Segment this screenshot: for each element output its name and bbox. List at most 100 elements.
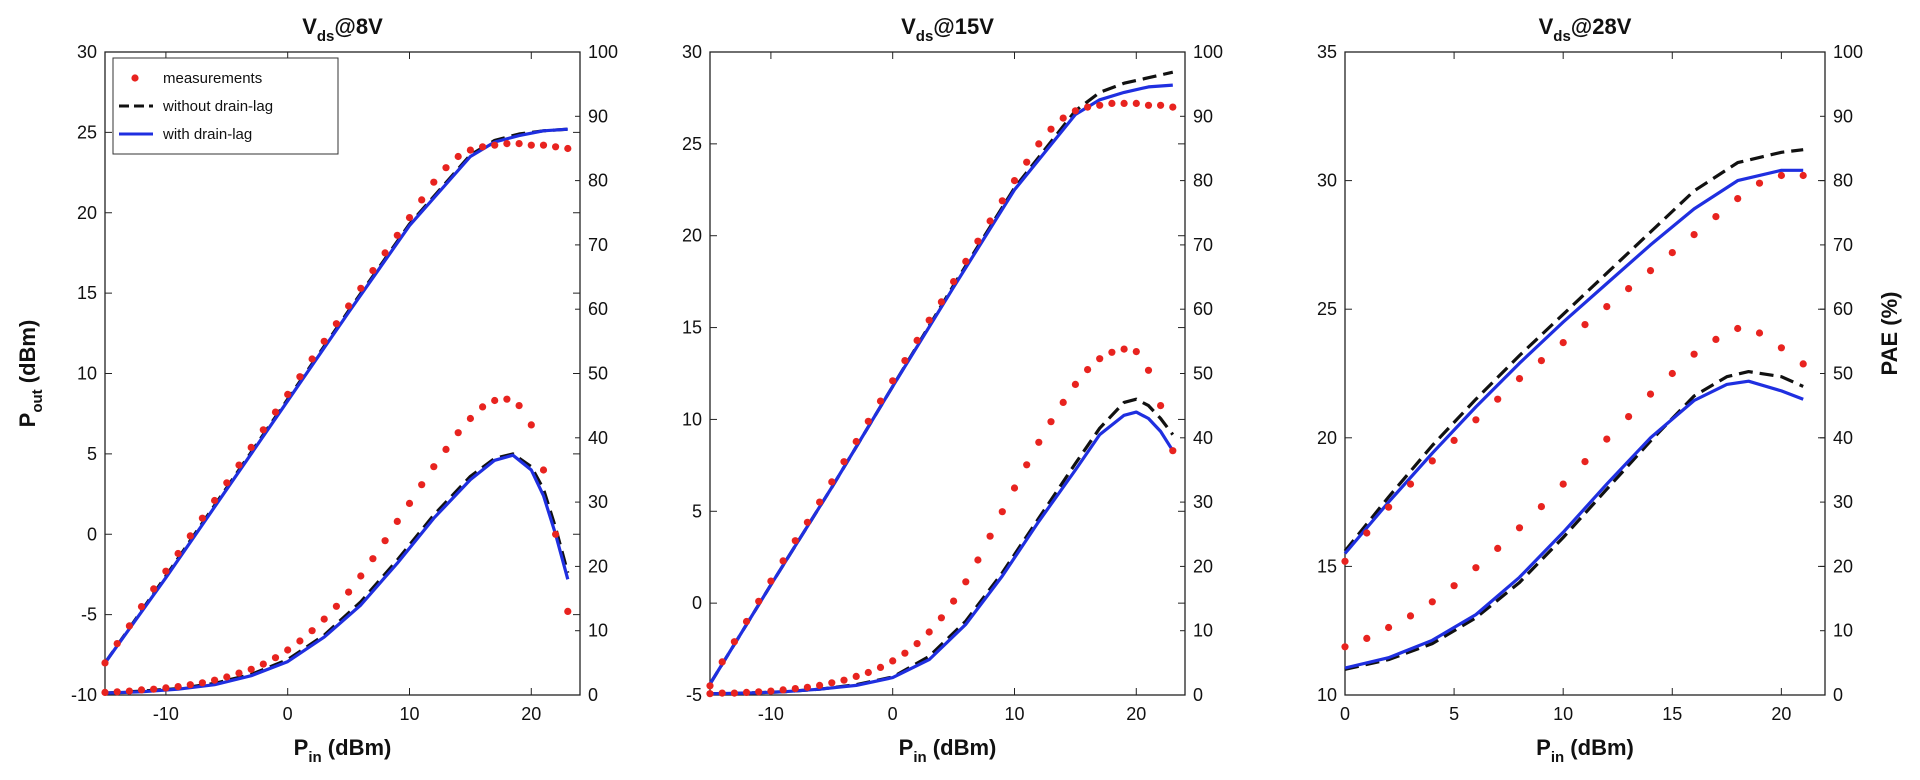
pae-measurement-point <box>1096 355 1104 363</box>
pout-measurement-point <box>1777 171 1785 180</box>
y-tick-label: -5 <box>686 685 702 705</box>
pae-measurement-point <box>223 673 231 681</box>
pae-measurement-point <box>742 688 751 697</box>
pout-measurement-point <box>1059 114 1067 122</box>
y2-tick-label: 0 <box>1193 685 1203 705</box>
pout-measurement-point <box>840 458 848 466</box>
pae-measurement-point <box>1059 398 1067 406</box>
x-axis-label-sub: in <box>913 749 926 766</box>
pae-measurement-point <box>137 686 146 694</box>
y2-tick-label: 80 <box>1193 171 1213 191</box>
pout-measurement-point <box>393 231 401 239</box>
pae-measurement-point <box>755 688 763 696</box>
y-axis-label-main: P <box>15 413 40 428</box>
pout-with-drain-lag-line <box>103 127 568 664</box>
pout-measurement-point <box>162 567 170 575</box>
pout-measurement-point <box>1169 103 1177 111</box>
pae-measurement-point <box>466 414 474 423</box>
pout-measurement-point <box>369 267 377 275</box>
pout-measurement-point <box>889 377 897 385</box>
pout-without-drain-lag-line <box>103 127 568 664</box>
pout-measurement-point <box>1023 158 1031 166</box>
x-tick-label: 20 <box>1771 704 1791 724</box>
y2-tick-label: 10 <box>1193 621 1213 641</box>
pout-measurement-point <box>466 146 474 154</box>
pae-measurement-point <box>552 530 560 538</box>
x-tick-label: 10 <box>1553 704 1573 724</box>
pae-measurement-point <box>998 508 1006 516</box>
y-tick-label: 30 <box>77 42 97 62</box>
y-tick-label: 0 <box>87 524 97 544</box>
pae-measurement-point <box>852 672 860 681</box>
pout-measurement-point <box>515 140 523 148</box>
legend-label: with drain-lag <box>162 126 252 143</box>
pae-measurement-point <box>1755 329 1764 337</box>
x-axis-label-main: P <box>294 735 309 760</box>
pae-measurement-point <box>345 588 353 596</box>
pae-measurement-point <box>950 597 958 605</box>
pae-measurement-point <box>1559 480 1567 488</box>
pae-measurement-point <box>1472 564 1480 572</box>
legend-label: without drain-lag <box>162 98 273 115</box>
y-tick-label: 10 <box>77 364 97 384</box>
pae-measurement-point <box>454 429 462 437</box>
pae-measurement-point <box>1625 413 1633 421</box>
pout-measurement-point <box>1341 557 1349 565</box>
pae-measurement-point <box>1777 344 1785 352</box>
pout-measurement-point <box>1108 99 1116 107</box>
pae-measurement-point <box>730 689 739 697</box>
pout-measurement-point <box>1385 503 1393 511</box>
x-tick-label: 0 <box>283 704 293 724</box>
pout-measurement-point <box>1712 213 1720 221</box>
x-tick-label: -10 <box>758 704 784 724</box>
pae-measurement-point <box>405 499 414 507</box>
pae-without-drain-lag-line <box>1344 370 1804 671</box>
pae-measurement-point <box>1581 458 1589 466</box>
chart-title-main: V <box>302 14 317 39</box>
y2-tick-label: 30 <box>588 492 608 512</box>
y-tick-label: 0 <box>692 593 702 613</box>
pae-measurement-point <box>1071 380 1079 388</box>
pae-measurement-point <box>779 686 787 694</box>
pae-measurement-point <box>503 395 511 403</box>
pout-measurement-point <box>1157 101 1165 109</box>
pae-measurement-point <box>1169 447 1177 455</box>
pout-measurement-point <box>259 426 267 434</box>
chart-title: Vds@8V <box>302 14 383 45</box>
pae-measurement-point <box>1450 582 1458 590</box>
pout-measurement-point <box>1035 140 1043 148</box>
chart-title-sub: ds <box>1553 28 1571 45</box>
y-tick-label: 10 <box>1317 685 1337 705</box>
y-tick-label: 30 <box>1317 171 1337 191</box>
pout-measurement-point <box>730 638 739 646</box>
pae-measurement-point <box>125 687 133 695</box>
pout-measurement-point <box>308 355 316 363</box>
y-tick-label: 30 <box>682 42 702 62</box>
pae-with-drain-lag-line <box>1344 379 1804 670</box>
pae-measurement-point <box>284 646 292 654</box>
pout-measurement-point <box>491 141 499 149</box>
y-tick-label: 25 <box>1317 299 1337 319</box>
chart-title: Vds@15V <box>901 14 994 45</box>
y2-tick-label: 100 <box>1193 42 1223 62</box>
x-tick-label: 0 <box>1340 704 1350 724</box>
pout-measurement-point <box>1010 177 1019 185</box>
pout-measurement-point <box>1428 457 1436 465</box>
pout-measurement-point <box>442 164 450 172</box>
pae-without-drain-lag-line <box>104 452 570 695</box>
pout-measurement-point <box>223 479 231 487</box>
y-tick-label: 35 <box>1317 42 1337 62</box>
chart-title-main: V <box>901 14 916 39</box>
pout-measurement-point <box>1581 321 1589 329</box>
y2-tick-label: 70 <box>1193 235 1213 255</box>
y-tick-label: 25 <box>682 134 702 154</box>
pae-measurement-point <box>889 657 897 665</box>
pout-measurement-point <box>527 141 535 149</box>
pae-measurement-point <box>162 684 170 692</box>
pout-measurement-point <box>998 197 1006 205</box>
x-axis-label-tail: (dBm) <box>1564 735 1634 760</box>
pae-measurement-point <box>150 685 158 693</box>
x-axis-label: Pin (dBm) <box>294 735 392 766</box>
y2-tick-label: 50 <box>588 364 608 384</box>
pout-measurement-point <box>1144 101 1153 109</box>
